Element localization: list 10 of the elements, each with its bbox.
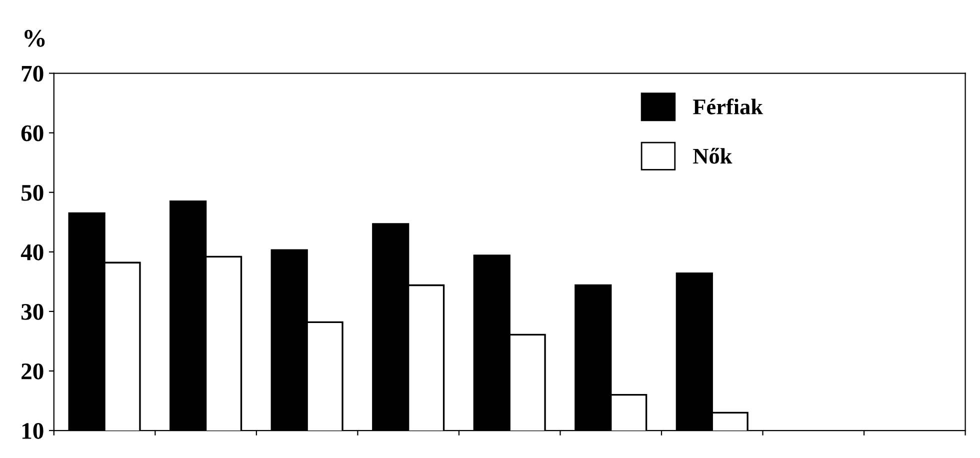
- y-tick-label: 70: [22, 66, 44, 82]
- y-tick-label: 60: [21, 125, 44, 142]
- y-axis-title: %: [24, 30, 45, 47]
- y-tick-label: 50: [22, 184, 44, 201]
- y-tick-label: 10: [22, 423, 44, 439]
- y-tick-label: 40: [20, 244, 44, 260]
- legend-label: Nők: [693, 148, 732, 164]
- legend-label: Férfiak: [693, 98, 763, 114]
- y-tick-label: 20: [22, 363, 44, 380]
- y-tick-label: 30: [21, 304, 44, 320]
